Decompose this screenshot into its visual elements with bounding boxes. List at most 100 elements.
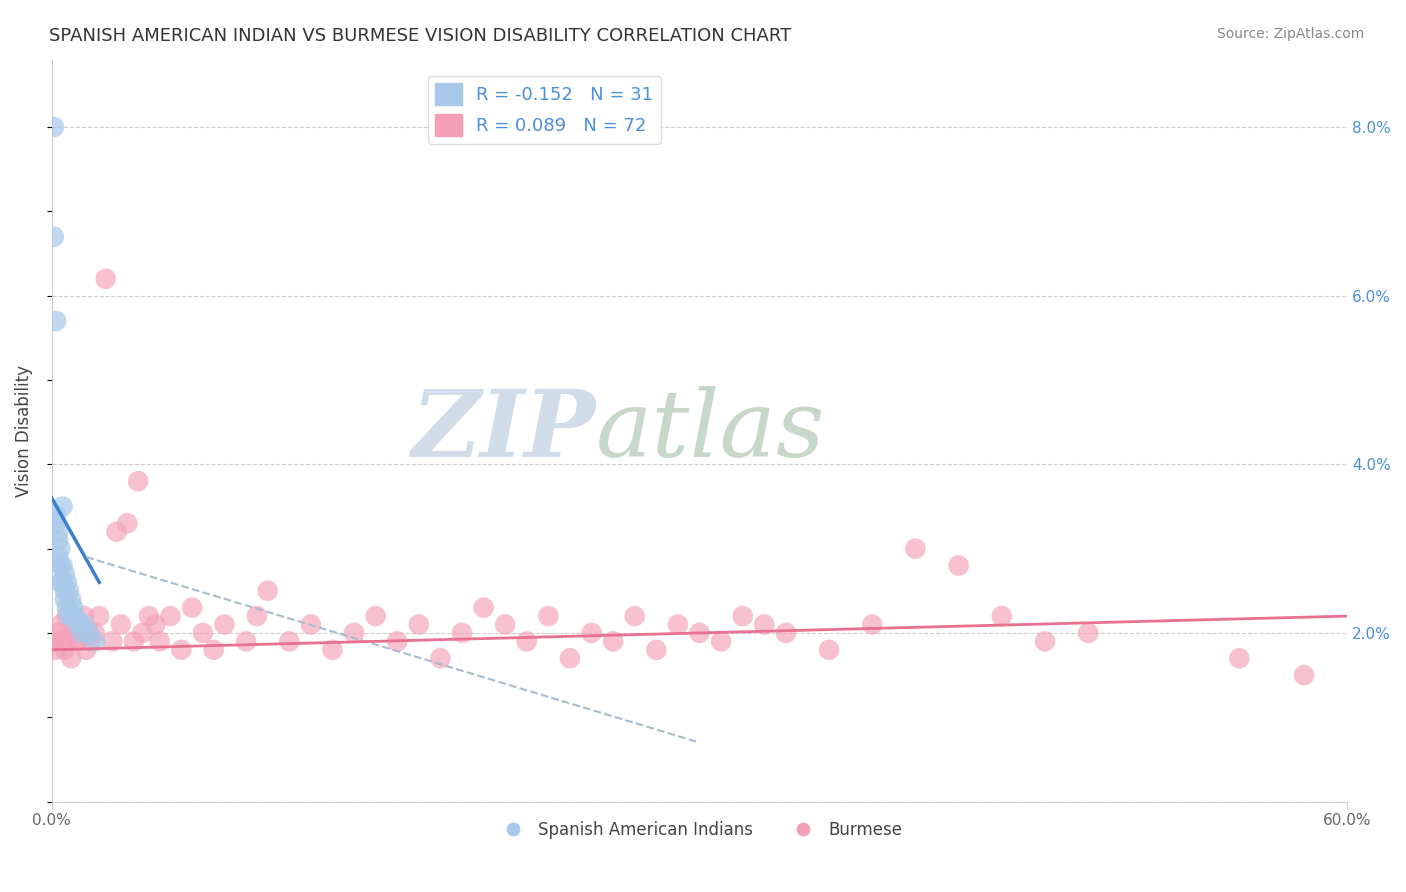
Point	[62, 600, 84, 615]
Point	[58, 583, 80, 598]
Point	[53, 642, 76, 657]
Point	[159, 609, 181, 624]
Point	[122, 634, 145, 648]
Point	[73, 617, 96, 632]
Point	[45, 508, 67, 522]
Point	[65, 609, 87, 624]
Point	[70, 626, 93, 640]
Point	[94, 272, 117, 286]
Point	[62, 609, 84, 624]
Point	[66, 617, 89, 632]
Point	[387, 634, 409, 648]
Point	[321, 642, 343, 657]
Point	[191, 626, 214, 640]
Point	[818, 642, 841, 657]
Point	[710, 634, 733, 648]
Point	[202, 642, 225, 657]
Point	[666, 617, 689, 632]
Point	[214, 617, 236, 632]
Point	[516, 634, 538, 648]
Point	[77, 626, 100, 640]
Point	[429, 651, 451, 665]
Point	[56, 609, 79, 624]
Point	[1294, 668, 1316, 682]
Point	[53, 592, 76, 607]
Point	[51, 575, 73, 590]
Point	[45, 314, 67, 328]
Point	[56, 575, 79, 590]
Text: Source: ZipAtlas.com: Source: ZipAtlas.com	[1216, 27, 1364, 41]
Point	[581, 626, 603, 640]
Point	[472, 600, 495, 615]
Point	[51, 500, 73, 514]
Point	[56, 600, 79, 615]
Point	[51, 558, 73, 573]
Point	[364, 609, 387, 624]
Point	[131, 626, 153, 640]
Point	[689, 626, 711, 640]
Point	[84, 626, 107, 640]
Point	[1077, 626, 1099, 640]
Point	[645, 642, 668, 657]
Point	[494, 617, 516, 632]
Point	[558, 651, 581, 665]
Point	[46, 626, 69, 640]
Point	[49, 541, 72, 556]
Point	[181, 600, 204, 615]
Text: SPANISH AMERICAN INDIAN VS BURMESE VISION DISABILITY CORRELATION CHART: SPANISH AMERICAN INDIAN VS BURMESE VISIO…	[49, 27, 792, 45]
Point	[235, 634, 257, 648]
Point	[246, 609, 269, 624]
Point	[602, 634, 624, 648]
Point	[84, 634, 107, 648]
Y-axis label: Vision Disability: Vision Disability	[15, 365, 32, 497]
Point	[754, 617, 776, 632]
Point	[948, 558, 970, 573]
Point	[62, 617, 84, 632]
Point	[60, 651, 83, 665]
Point	[42, 229, 65, 244]
Point	[145, 617, 167, 632]
Point	[127, 474, 149, 488]
Point	[110, 617, 132, 632]
Legend: Spanish American Indians, Burmese: Spanish American Indians, Burmese	[491, 814, 910, 846]
Point	[53, 583, 76, 598]
Point	[1033, 634, 1056, 648]
Point	[58, 634, 80, 648]
Point	[408, 617, 430, 632]
Point	[65, 626, 87, 640]
Point	[170, 642, 193, 657]
Point	[775, 626, 797, 640]
Point	[79, 634, 101, 648]
Point	[904, 541, 927, 556]
Point	[69, 617, 91, 632]
Point	[77, 626, 100, 640]
Point	[49, 575, 72, 590]
Point	[731, 609, 754, 624]
Point	[451, 626, 474, 640]
Point	[46, 524, 69, 539]
Point	[66, 634, 89, 648]
Point	[53, 566, 76, 581]
Point	[51, 634, 73, 648]
Point	[46, 550, 69, 565]
Point	[149, 634, 172, 648]
Text: ZIP: ZIP	[412, 385, 596, 475]
Point	[58, 609, 80, 624]
Point	[45, 642, 67, 657]
Point	[138, 609, 160, 624]
Text: atlas: atlas	[596, 385, 825, 475]
Point	[75, 642, 97, 657]
Point	[101, 634, 124, 648]
Point	[256, 583, 278, 598]
Point	[278, 634, 301, 648]
Point	[60, 592, 83, 607]
Point	[537, 609, 560, 624]
Point	[69, 617, 91, 632]
Point	[343, 626, 366, 640]
Point	[49, 617, 72, 632]
Point	[45, 516, 67, 531]
Point	[105, 524, 128, 539]
Point	[73, 609, 96, 624]
Point	[991, 609, 1014, 624]
Point	[89, 609, 111, 624]
